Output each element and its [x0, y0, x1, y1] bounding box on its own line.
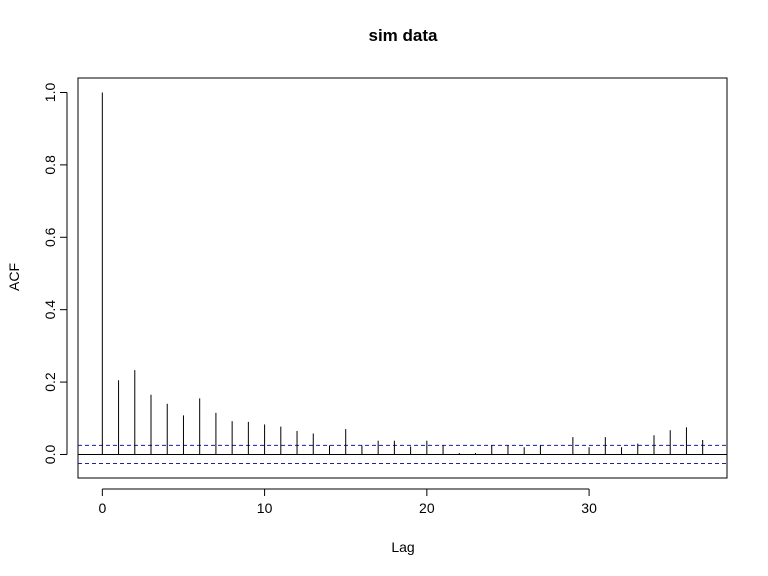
- x-axis-label: Lag: [391, 539, 414, 555]
- y-axis-label: ACF: [6, 263, 22, 291]
- x-tick-label: 20: [419, 500, 435, 516]
- x-tick-label: 10: [257, 500, 273, 516]
- x-tick-label: 0: [98, 500, 106, 516]
- y-tick-label: 0.4: [42, 300, 58, 320]
- y-tick-label: 0.0: [42, 445, 58, 465]
- plot-frame: [77, 77, 728, 479]
- acf-bars: [78, 92, 727, 465]
- y-tick-label: 1.0: [42, 83, 58, 103]
- y-tick-label: 0.6: [42, 227, 58, 247]
- chart-title: sim data: [369, 26, 439, 45]
- axes: 0 10 20 30 0.0 0.2 0.4 0.6 0.8 1.0: [42, 83, 597, 516]
- y-tick-label: 0.2: [42, 372, 58, 392]
- y-tick-label: 0.8: [42, 155, 58, 175]
- x-tick-label: 30: [581, 500, 597, 516]
